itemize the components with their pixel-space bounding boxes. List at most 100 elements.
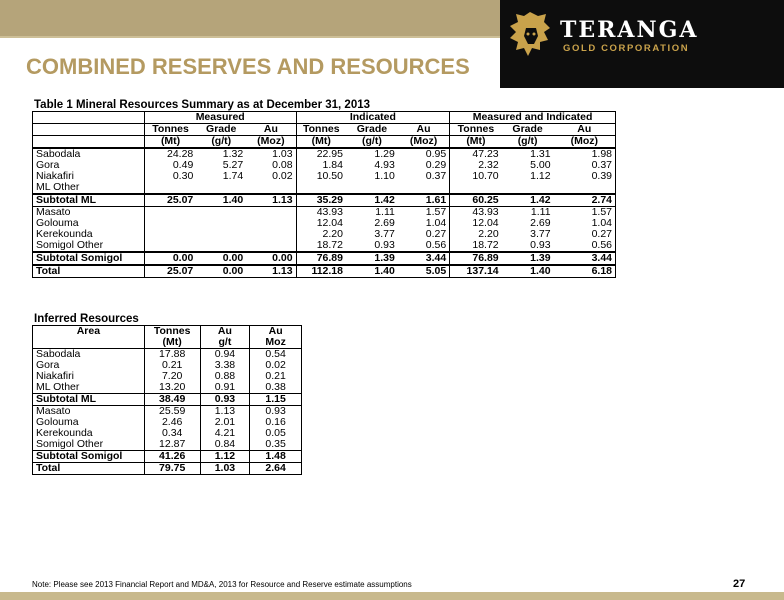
cell-value <box>196 240 246 252</box>
brand-logo: TERANGA GOLD CORPORATION <box>500 0 784 88</box>
cell-value: 0.94 <box>199 348 250 360</box>
cell-value: 1.39 <box>345 251 398 265</box>
table-row: Gora 0.49 5.27 0.08 1.84 4.93 0.29 2.32 5.00 0.37 <box>32 159 616 171</box>
column-unit: (Mt) <box>449 135 502 148</box>
inferred-resources-table: Area Tonnes Au Au (Mt) g/t Moz Sabodala 17.88 0… <box>32 325 302 475</box>
column-unit: Moz <box>249 337 302 349</box>
cell-value: 0.56 <box>553 240 616 252</box>
row-label: ML Other <box>32 182 145 194</box>
column-unit: (Moz) <box>553 135 616 148</box>
cell-value <box>502 182 554 194</box>
cell-value: 43.93 <box>449 206 502 218</box>
cell-value <box>246 218 297 229</box>
cell-value: 1.31 <box>501 147 554 160</box>
cell-value: 0.02 <box>246 171 297 182</box>
cell-value <box>553 182 616 194</box>
cell-value: 18.72 <box>472 239 499 251</box>
row-label: Golouma <box>32 417 145 428</box>
cell-value: 0.49 <box>143 160 197 171</box>
cell-value: 18.72 <box>316 239 343 251</box>
row-label: Kerekounda <box>32 229 145 240</box>
column-header: Tonnes <box>449 123 502 136</box>
cell-value: 12.04 <box>472 217 499 229</box>
column-header: Au <box>199 325 250 337</box>
table-row: Niakafiri 0.30 1.74 0.02 10.50 1.10 0.37 10.70 1… <box>32 170 616 182</box>
table-row: ML Other <box>32 182 616 194</box>
cell-value: 0.37 <box>553 160 616 171</box>
cell-value <box>397 182 451 194</box>
cell-value: 7.20 <box>143 371 201 382</box>
header-rule <box>0 36 500 38</box>
cell-value: 0.27 <box>553 229 616 240</box>
cell-value: 4.93 <box>374 159 395 171</box>
cell-value: 0.38 <box>249 382 302 394</box>
column-header: Tonnes <box>296 123 346 136</box>
column-header: Tonnes <box>143 325 201 337</box>
cell-value <box>143 229 197 240</box>
lion-logo-icon <box>510 12 550 56</box>
column-header: Grade <box>501 123 554 136</box>
row-label: Gora <box>32 360 145 371</box>
cell-value: 10.70 <box>472 170 499 182</box>
page-number: 27 <box>733 578 746 590</box>
cell-value: 0.00 <box>196 264 247 278</box>
cell-value: 0.56 <box>397 240 451 252</box>
cell-value: 2.74 <box>553 193 616 207</box>
brand-name: TERANGA <box>560 17 699 43</box>
cell-value: 3.38 <box>199 360 250 371</box>
row-label: Subtotal Somigol <box>32 251 145 265</box>
cell-value: 1.13 <box>199 405 250 417</box>
table-row: Gora 0.21 3.38 0.02 <box>32 360 302 371</box>
cell-value: 25.59 <box>143 405 201 417</box>
group-indicated: Indicated <box>296 111 451 124</box>
cell-value: 0.02 <box>249 360 302 371</box>
cell-value: 76.89 <box>296 251 346 265</box>
cell-value: 3.44 <box>397 251 451 265</box>
table-row: Masato 43.93 1.11 1.57 43.93 1.11 1.57 <box>32 206 616 218</box>
footnote: Note: Please see 2013 Financial Report a… <box>32 580 412 589</box>
cell-value <box>196 229 246 240</box>
cell-value: 0.30 <box>143 171 197 182</box>
row-label: ML Other <box>32 382 145 394</box>
cell-value <box>196 218 246 229</box>
cell-value: 1.40 <box>501 264 554 278</box>
cell-value: 2.20 <box>478 228 499 240</box>
table-row: Kerekounda 2.20 3.77 0.27 2.20 3.77 0.27 <box>32 228 616 240</box>
cell-value: 0.93 <box>249 405 302 417</box>
cell-value: 0.93 <box>374 239 395 251</box>
cell-value: 0.39 <box>553 171 616 182</box>
mineral-resources-table: Measured Indicated Measured and Indicate… <box>32 111 616 278</box>
table-row: Masato 25.59 1.13 0.93 <box>32 405 302 417</box>
column-unit: (Moz) <box>397 135 451 148</box>
cell-value: 1.04 <box>553 218 616 229</box>
cell-value: 1.29 <box>345 147 398 160</box>
column-header: Au <box>397 123 451 136</box>
cell-value: 3.77 <box>530 228 551 240</box>
column-unit: (Mt) <box>143 337 201 349</box>
cell-value: 0.88 <box>199 371 250 382</box>
cell-value: 76.89 <box>449 251 502 265</box>
cell-value: 1.40 <box>196 193 247 207</box>
cell-value: 13.20 <box>143 382 201 394</box>
cell-value: 1.42 <box>345 193 398 207</box>
cell-value: 35.29 <box>296 193 346 207</box>
cell-value: 1.15 <box>249 393 302 406</box>
table1-caption: Table 1 Mineral Resources Summary as at … <box>34 99 371 111</box>
table-row: Somigol Other 12.87 0.84 0.35 <box>32 439 302 451</box>
table-row: Total 25.07 0.00 1.13 112.18 1.40 5.05 137.14 1.… <box>32 264 616 278</box>
cell-value: 2.64 <box>249 462 302 475</box>
row-label: Masato <box>32 206 145 218</box>
column-unit: (Mt) <box>143 135 197 148</box>
cell-value: 1.03 <box>199 462 250 475</box>
cell-value <box>143 218 197 229</box>
cell-value <box>246 182 297 194</box>
table-row: Niakafiri 7.20 0.88 0.21 <box>32 371 302 382</box>
column-header: Au <box>249 325 302 337</box>
cell-value <box>296 182 346 194</box>
cell-value: 0.00 <box>246 251 297 265</box>
cell-value: 1.61 <box>397 193 451 207</box>
cell-value: 3.44 <box>553 251 616 265</box>
row-label: Subtotal Somigol <box>32 450 145 463</box>
cell-value: 0.00 <box>196 251 247 265</box>
table-row: Subtotal Somigol 41.26 1.12 1.48 <box>32 450 302 463</box>
